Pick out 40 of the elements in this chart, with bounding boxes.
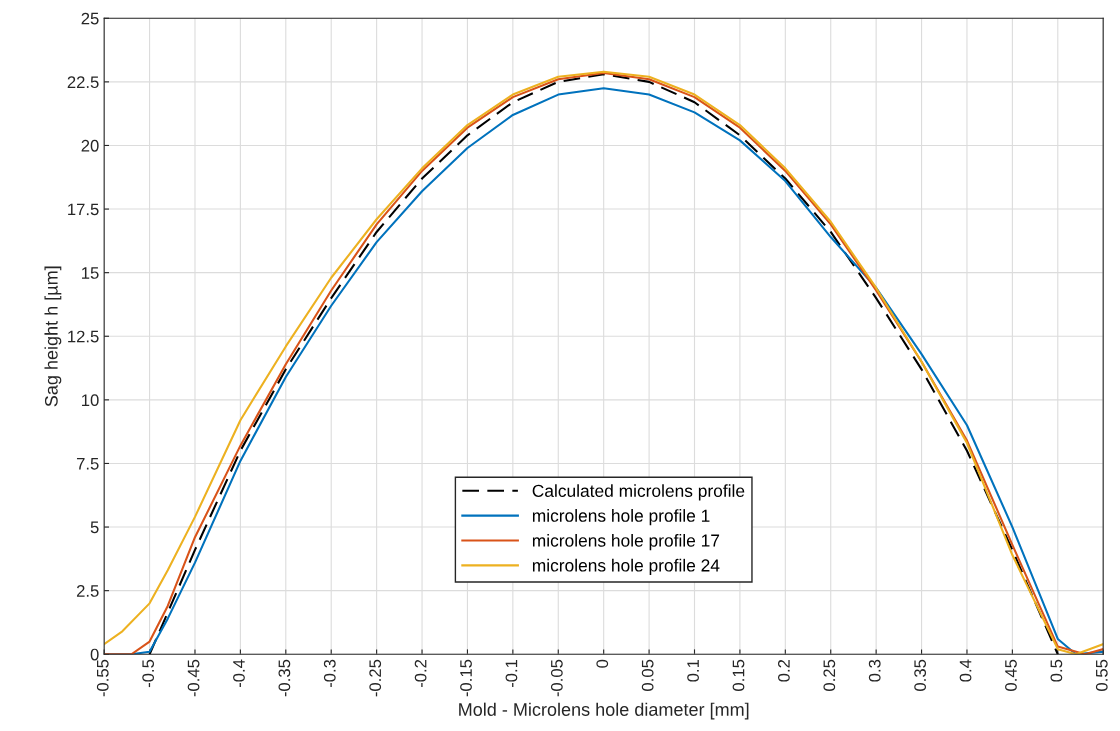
x-tick-label: -0.4: [233, 659, 245, 688]
x-tick-label: -0.3: [323, 659, 336, 688]
y-tick-label: 7.5: [76, 458, 99, 470]
legend-label: microlens hole profile 1: [532, 509, 710, 526]
y-tick-label: 15: [82, 267, 99, 279]
y-tick-label: 17.5: [68, 203, 99, 216]
x-tick-label: -0.1: [505, 659, 518, 688]
x-tick-label: 0.5: [1050, 659, 1063, 682]
y-tick-label: 12.5: [68, 330, 99, 343]
x-tick-label: 0.55: [1095, 659, 1108, 691]
y-tick-label: 20: [81, 139, 99, 152]
x-tick-label: 0.2: [778, 659, 790, 682]
x-tick-label: 0.4: [959, 659, 972, 682]
x-tick-label: 0.1: [687, 659, 699, 682]
legend-label: microlens hole profile 24: [532, 558, 720, 576]
x-tick-label: 0.25: [823, 659, 836, 691]
x-tick-label: -0.5: [142, 659, 155, 688]
x-axis-title: Mold - Microlens hole diameter [mm]: [459, 702, 749, 720]
x-tick-label: -0.55: [96, 659, 109, 697]
y-axis-title: Sag height h [µm]: [44, 266, 62, 407]
y-tick-label: 2.5: [76, 585, 99, 597]
x-tick-label: 0.15: [732, 659, 745, 691]
x-tick-label: 0.05: [641, 659, 654, 691]
y-tick-label: 0: [90, 648, 99, 661]
legend-label: microlens hole profile 17: [532, 533, 720, 551]
x-tick-label: 0.3: [868, 659, 881, 682]
x-tick-label: -0.35: [278, 659, 291, 697]
x-tick-label: -0.45: [187, 659, 200, 697]
y-tick-label: 5: [90, 521, 99, 534]
y-tick-label: 22.5: [67, 76, 99, 89]
x-tick-label: -0.15: [460, 659, 472, 697]
x-tick-label: 0.35: [914, 659, 927, 691]
x-tick-label: -0.05: [550, 659, 563, 697]
x-tick-label: 0.45: [1005, 659, 1017, 691]
x-tick-label: -0.25: [369, 659, 382, 697]
x-tick-label: 0: [596, 659, 609, 668]
x-tick-label: -0.2: [414, 659, 427, 688]
y-tick-label: 10: [82, 394, 99, 407]
legend-label: Calculated microlens profile: [532, 484, 745, 501]
y-tick-label: 25: [81, 12, 99, 25]
